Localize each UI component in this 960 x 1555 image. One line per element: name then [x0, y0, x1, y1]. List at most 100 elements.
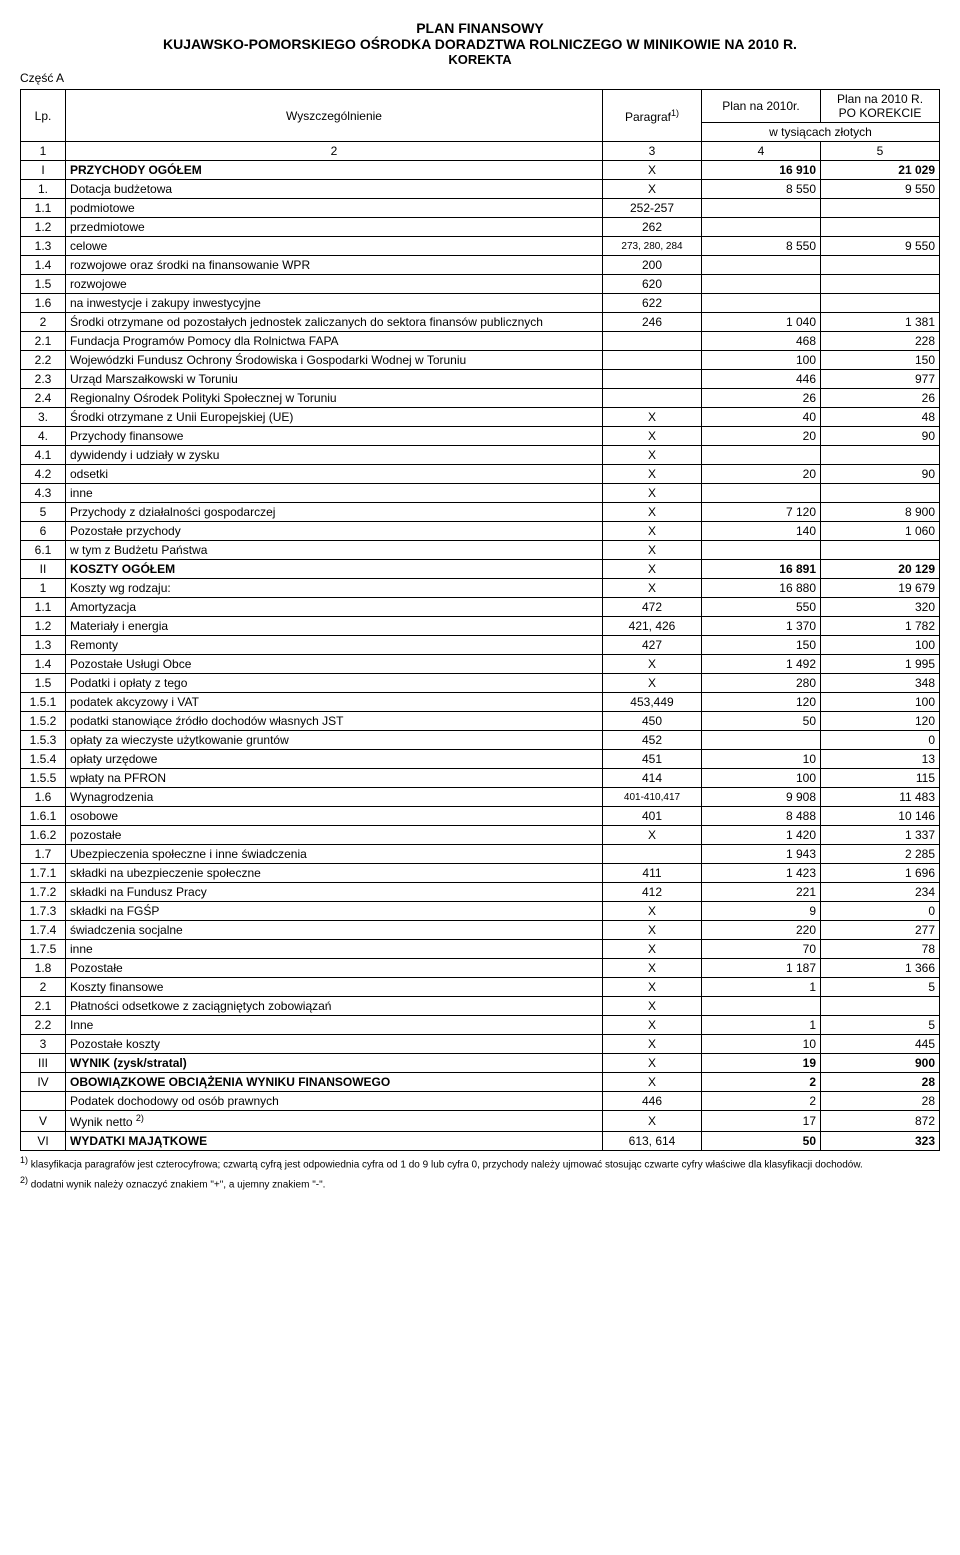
cell-lp: 2.2 [21, 351, 66, 370]
table-row: 1.8PozostałeX1 1871 366 [21, 959, 940, 978]
cell-par: 451 [603, 750, 702, 769]
cell-plan2: 872 [821, 1111, 940, 1132]
cell-name: Regionalny Ośrodek Polityki Społecznej w… [66, 389, 603, 408]
cell-plan2: 8 900 [821, 503, 940, 522]
title-main: PLAN FINANSOWY [20, 20, 940, 36]
cell-plan: 8 550 [702, 237, 821, 256]
cell-par: X [603, 978, 702, 997]
cell-name: Płatności odsetkowe z zaciągniętych zobo… [66, 997, 603, 1016]
cell-lp: 1.7.4 [21, 921, 66, 940]
cell-lp: 1.6.1 [21, 807, 66, 826]
cell-plan: 1 420 [702, 826, 821, 845]
cell-par: 246 [603, 313, 702, 332]
cell-name: dywidendy i udziały w zysku [66, 446, 603, 465]
cell-par: X [603, 1054, 702, 1073]
cell-plan [702, 731, 821, 750]
cell-plan: 1 492 [702, 655, 821, 674]
cell-plan2: 1 366 [821, 959, 940, 978]
cell-plan: 150 [702, 636, 821, 655]
cell-plan: 20 [702, 427, 821, 446]
cell-plan: 17 [702, 1111, 821, 1132]
cell-plan2: 5 [821, 1016, 940, 1035]
cell-name: rozwojowe [66, 275, 603, 294]
cell-lp: 1.6 [21, 294, 66, 313]
cell-plan2: 19 679 [821, 579, 940, 598]
hdr-plan: Plan na 2010r. [702, 90, 821, 123]
hdr-par: Paragraf1) [603, 90, 702, 142]
cell-plan2: 445 [821, 1035, 940, 1054]
table-row: 4.1dywidendy i udziały w zyskuX [21, 446, 940, 465]
cell-par: X [603, 427, 702, 446]
table-row: 1.5.5wpłaty na PFRON414100115 [21, 769, 940, 788]
cell-par [603, 845, 702, 864]
cell-name: składki na Fundusz Pracy [66, 883, 603, 902]
table-row: 3.Środki otrzymane z Unii Europejskiej (… [21, 408, 940, 427]
cell-name: Materiały i energia [66, 617, 603, 636]
cell-par: 613, 614 [603, 1132, 702, 1151]
cell-lp: VI [21, 1132, 66, 1151]
cell-plan: 7 120 [702, 503, 821, 522]
cell-lp: 2.3 [21, 370, 66, 389]
cell-plan [702, 997, 821, 1016]
table-row: VIWYDATKI MAJĄTKOWE613, 61450323 [21, 1132, 940, 1151]
cell-plan: 140 [702, 522, 821, 541]
cell-lp: 1.5.4 [21, 750, 66, 769]
cell-name: inne [66, 484, 603, 503]
cell-lp: 1.2 [21, 617, 66, 636]
cell-par: X [603, 655, 702, 674]
cell-lp: 2.2 [21, 1016, 66, 1035]
cell-plan: 2 [702, 1073, 821, 1092]
cell-plan2 [821, 275, 940, 294]
table-row: 1.5.4opłaty urzędowe4511013 [21, 750, 940, 769]
cell-lp: 1. [21, 180, 66, 199]
cell-name: Remonty [66, 636, 603, 655]
cell-plan: 100 [702, 351, 821, 370]
cell-name: WYNIK (zysk/stratal) [66, 1054, 603, 1073]
cell-name: Koszty wg rodzaju: [66, 579, 603, 598]
cell-plan: 446 [702, 370, 821, 389]
table-row: 1.Dotacja budżetowaX8 5509 550 [21, 180, 940, 199]
cell-lp [21, 1092, 66, 1111]
cell-plan2: 900 [821, 1054, 940, 1073]
cell-plan: 1 423 [702, 864, 821, 883]
cell-plan2: 10 146 [821, 807, 940, 826]
cell-plan2: 11 483 [821, 788, 940, 807]
title-correction: KOREKTA [20, 52, 940, 67]
cell-plan2: 977 [821, 370, 940, 389]
cell-plan2: 277 [821, 921, 940, 940]
cell-name: Urząd Marszałkowski w Toruniu [66, 370, 603, 389]
cell-plan: 468 [702, 332, 821, 351]
table-row: 2.3Urząd Marszałkowski w Toruniu 446977 [21, 370, 940, 389]
cell-name: wpłaty na PFRON [66, 769, 603, 788]
cell-lp: 1.1 [21, 598, 66, 617]
cell-plan: 221 [702, 883, 821, 902]
table-row: 4.3inneX [21, 484, 940, 503]
cell-lp: 1.4 [21, 256, 66, 275]
table-row: IIIWYNIK (zysk/stratal)X19900 [21, 1054, 940, 1073]
title-institution: KUJAWSKO-POMORSKIEGO OŚRODKA DORADZTWA R… [20, 36, 940, 52]
cell-name: podatki stanowiące źródło dochodów własn… [66, 712, 603, 731]
cell-par: X [603, 408, 702, 427]
cell-plan [702, 199, 821, 218]
cell-plan2: 9 550 [821, 237, 940, 256]
cell-lp: 1.8 [21, 959, 66, 978]
cell-par: 452 [603, 731, 702, 750]
hdr-unit: w tysiącach złotych [702, 123, 940, 142]
cell-plan [702, 275, 821, 294]
table-row: 2.1Fundacja Programów Pomocy dla Rolnict… [21, 332, 940, 351]
cell-name: Dotacja budżetowa [66, 180, 603, 199]
cell-plan: 20 [702, 465, 821, 484]
cell-par: 262 [603, 218, 702, 237]
table-row: 5Przychody z działalności gospodarczejX7… [21, 503, 940, 522]
cell-lp: 1.5.2 [21, 712, 66, 731]
cell-par: X [603, 959, 702, 978]
cell-plan: 1 [702, 1016, 821, 1035]
cell-par: X [603, 484, 702, 503]
cell-par: X [603, 1111, 702, 1132]
cell-plan2: 21 029 [821, 161, 940, 180]
cell-plan2: 26 [821, 389, 940, 408]
cell-plan2: 90 [821, 427, 940, 446]
cell-plan: 70 [702, 940, 821, 959]
cell-par: X [603, 1073, 702, 1092]
hdr-c1: 1 [21, 142, 66, 161]
